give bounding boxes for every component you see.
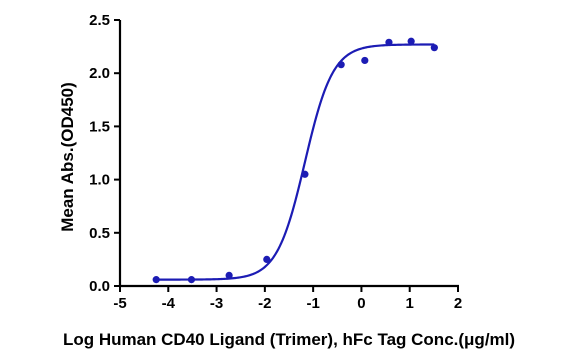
fit-curve-layer (156, 43, 435, 281)
x-tick-label: 1 (406, 295, 414, 312)
y-tick-label: 0.5 (89, 225, 110, 242)
data-points-layer (152, 37, 438, 284)
y-tick-label: 2.0 (89, 65, 110, 82)
x-tick-label: 2 (454, 295, 462, 312)
x-tick-label: -4 (162, 295, 176, 312)
data-point (187, 276, 196, 284)
y-axis-title: Mean Abs.(OD450) (58, 82, 77, 232)
x-axis-title: Log Human CD40 Ligand (Trimer), hFc Tag … (63, 330, 515, 349)
data-point (385, 38, 393, 46)
data-point (361, 56, 369, 65)
y-tick-label: 1.0 (89, 172, 110, 189)
y-tick-label: 2.5 (89, 12, 110, 29)
data-point (407, 37, 415, 45)
x-tick-label: 0 (357, 295, 365, 312)
data-point (152, 276, 160, 284)
axes (118, 20, 459, 288)
data-point (301, 170, 309, 178)
x-tick-label: -2 (258, 295, 271, 312)
data-point (337, 61, 345, 69)
x-tick-label: -3 (210, 295, 223, 312)
x-tick-label: -1 (306, 295, 319, 312)
y-tick-label: 1.5 (89, 118, 110, 135)
data-point (225, 271, 233, 279)
fit-curve (156, 43, 435, 281)
data-point (430, 44, 438, 52)
x-tick-label: -5 (113, 295, 126, 312)
data-point (263, 255, 271, 263)
ticks: -5 -4 -3 -2 -1 0 1 2 0.0 0.5 1.0 1.5 2.0 2.5 (89, 12, 462, 312)
y-tick-label: 0.0 (89, 278, 110, 295)
